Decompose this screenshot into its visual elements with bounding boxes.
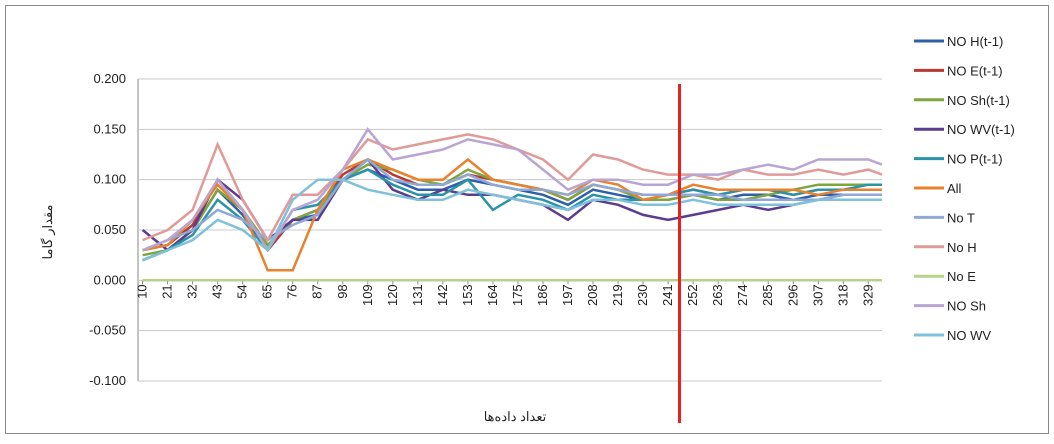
legend-label: NO Sh(t-1) — [947, 93, 1010, 108]
x-tick-label: 109 — [360, 284, 375, 306]
x-axis-title: تعداد داده‌ها — [484, 409, 547, 424]
x-tick-label: 208 — [585, 284, 600, 306]
y-tick-label: 0.200 — [93, 71, 126, 86]
x-tick-label: 230 — [635, 284, 650, 306]
legend-label: NO WV(t-1) — [947, 122, 1015, 137]
series-line — [142, 178, 882, 262]
x-tick-label: 65 — [260, 284, 275, 298]
x-tick-label: 307 — [810, 284, 825, 306]
x-tick-label: 54 — [235, 284, 250, 298]
y-tick-label: -0.050 — [89, 323, 126, 338]
y-tick-label: 0.050 — [93, 222, 126, 237]
x-tick-label: 120 — [385, 284, 400, 306]
y-axis-title: مقدار گاما — [40, 205, 56, 260]
x-tick-label: 175 — [510, 284, 525, 306]
x-tick-label: 197 — [560, 284, 575, 306]
x-tick-label: 153 — [460, 284, 475, 306]
x-tick-label: 263 — [710, 284, 725, 306]
x-tick-label: 76 — [285, 284, 300, 298]
x-tick-label: 219 — [610, 284, 625, 306]
x-tick-label: 241 — [660, 284, 675, 306]
y-tick-label: 0.000 — [93, 272, 126, 287]
legend-label: NO P(t-1) — [947, 152, 1003, 167]
legend-label: No T — [947, 210, 975, 225]
x-tick-label: 296 — [785, 284, 800, 306]
chart-frame — [5, 5, 1049, 434]
x-tick-label: 131 — [410, 284, 425, 306]
legend-label: NO WV — [947, 328, 991, 343]
x-tick-label: 274 — [735, 284, 750, 306]
x-tick-label: 32 — [185, 284, 200, 298]
x-tick-label: 186 — [535, 284, 550, 306]
legend-label: No E — [947, 269, 976, 284]
legend-label: All — [947, 181, 962, 196]
legend-label: NO H(t-1) — [947, 34, 1003, 49]
y-tick-label: 0.150 — [93, 121, 126, 136]
x-tick-label: 164 — [485, 284, 500, 306]
x-tick-label: 21 — [160, 284, 175, 298]
x-tick-label: 98 — [335, 284, 350, 298]
x-tick-label: 329 — [860, 284, 875, 306]
x-tick-label: 318 — [835, 284, 850, 306]
x-tick-label: 43 — [210, 284, 225, 298]
x-tick-label: 285 — [760, 284, 775, 306]
legend-label: NO E(t-1) — [947, 63, 1003, 78]
y-tick-label: -0.100 — [89, 373, 126, 388]
y-tick-label: 0.100 — [93, 172, 126, 187]
x-tick-label: 10 — [135, 284, 150, 298]
x-tick-label: 252 — [685, 284, 700, 306]
x-tick-label: 142 — [435, 284, 450, 306]
legend-label: No H — [947, 240, 977, 255]
x-tick-label: 87 — [310, 284, 325, 298]
legend-label: NO Sh — [947, 299, 986, 314]
series-line — [142, 157, 882, 272]
